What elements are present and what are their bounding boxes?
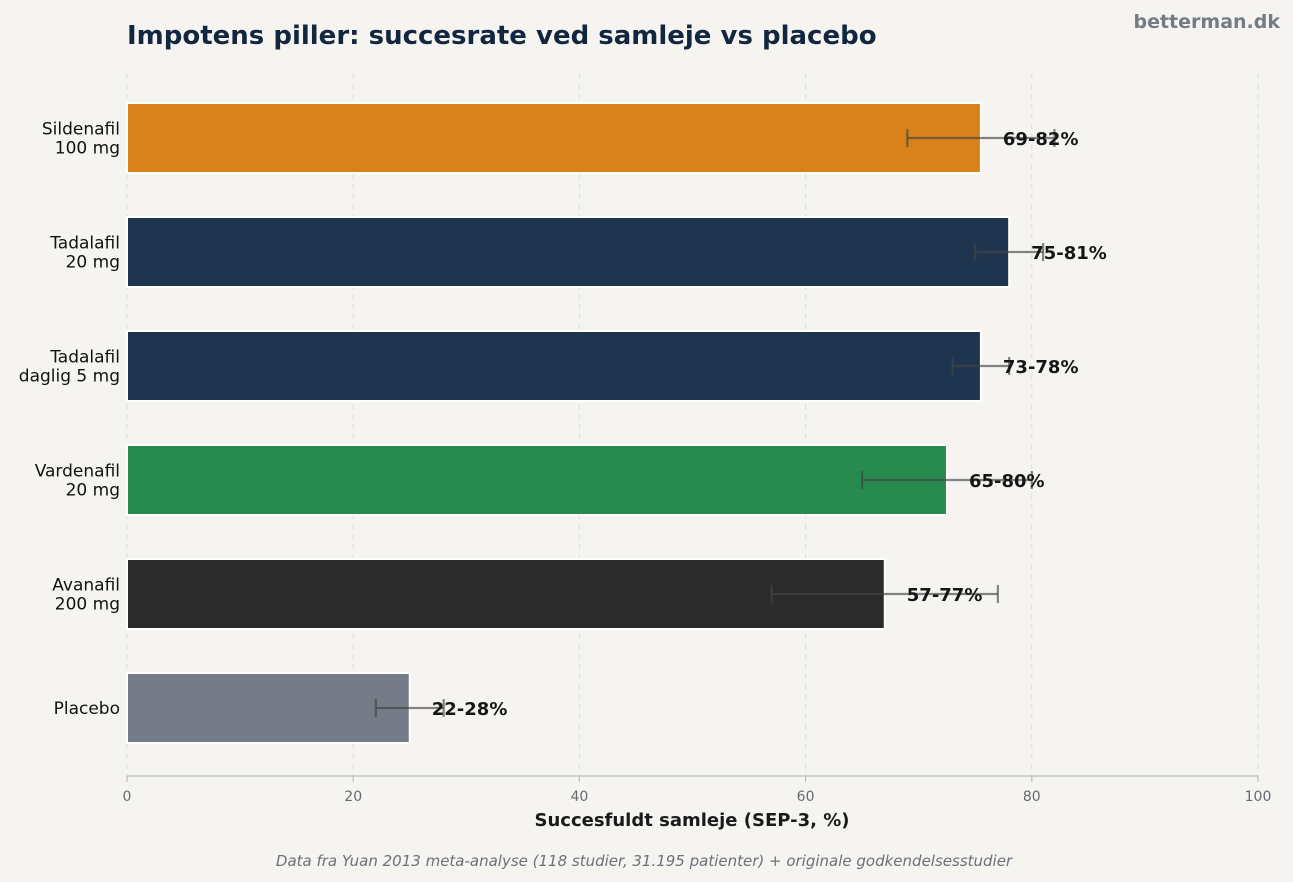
category-label: Tadalafil daglig 5 mg xyxy=(19,348,120,387)
grid-lines xyxy=(126,74,1259,776)
bar xyxy=(126,102,982,174)
data-label: 75-81% xyxy=(1031,243,1107,264)
data-labels: 69-82% 75-81% 73-78% 65-80% 57-77% 22-28% xyxy=(432,129,1107,720)
bar xyxy=(126,444,948,516)
brand-watermark: betterman.dk xyxy=(1133,11,1280,33)
category-label: Placebo xyxy=(54,699,120,719)
category-label: Avanafil 200 mg xyxy=(52,576,120,615)
category-label: Vardenafil 20 mg xyxy=(35,462,120,501)
category-labels: Sildenafil 100 mg Tadalafil 20 mg Tadalafil d… xyxy=(19,120,120,720)
x-tick-label: 20 xyxy=(344,789,362,805)
x-axis-label: Succesfuldt samleje (SEP-3, %) xyxy=(535,810,850,831)
category-label: Tadalafil 20 mg xyxy=(49,234,120,273)
bar xyxy=(126,330,982,402)
x-tick-label: 0 xyxy=(123,789,132,805)
bar xyxy=(126,672,411,744)
chart-title: Impotens piller: succesrate ved samleje … xyxy=(127,21,877,51)
bar xyxy=(126,216,1011,288)
x-tick-label: 60 xyxy=(797,789,815,805)
error-bars xyxy=(374,129,1056,717)
data-label: 57-77% xyxy=(907,585,983,606)
data-label: 73-78% xyxy=(1003,357,1079,378)
x-tick-label: 100 xyxy=(1245,789,1272,805)
x-tick-label: 40 xyxy=(570,789,588,805)
bar xyxy=(126,558,886,630)
bars xyxy=(126,102,1011,744)
x-axis-ticks: 0 20 40 60 80 100 xyxy=(123,776,1272,805)
source-footnote: Data fra Yuan 2013 meta-analyse (118 stu… xyxy=(276,852,1013,870)
data-label: 69-82% xyxy=(1003,129,1079,150)
category-label: Sildenafil 100 mg xyxy=(42,120,120,159)
data-label: 65-80% xyxy=(969,471,1045,492)
x-tick-label: 80 xyxy=(1023,789,1041,805)
data-label: 22-28% xyxy=(432,699,508,720)
